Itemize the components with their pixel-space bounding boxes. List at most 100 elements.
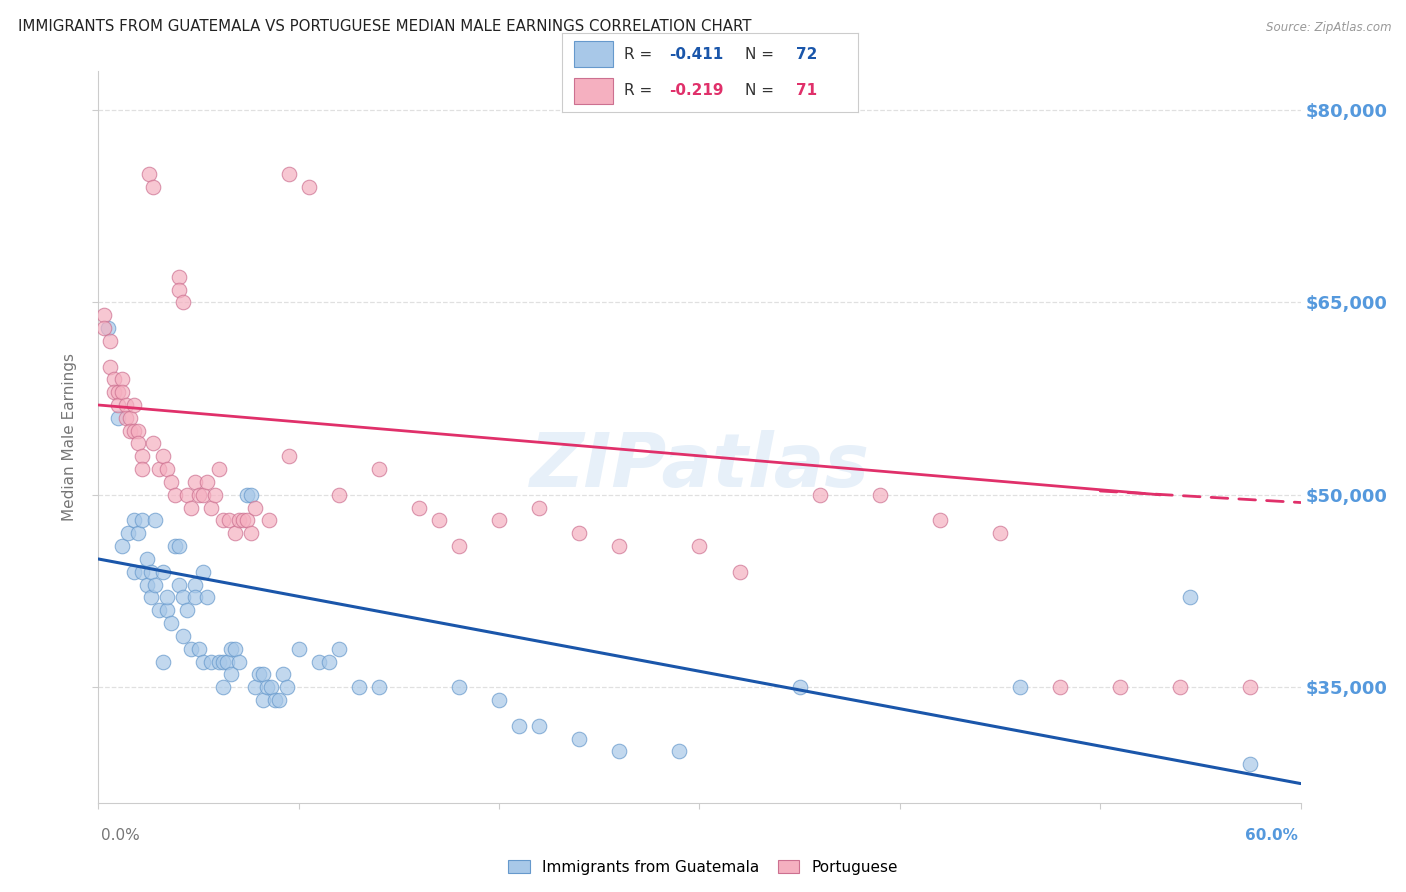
Point bbox=[163, 488, 186, 502]
Point bbox=[271, 667, 294, 681]
Point bbox=[568, 526, 591, 541]
Point bbox=[204, 488, 226, 502]
Point bbox=[152, 450, 174, 464]
Point bbox=[187, 488, 209, 502]
Point bbox=[183, 475, 205, 489]
Point bbox=[107, 398, 129, 412]
Point bbox=[176, 488, 198, 502]
Point bbox=[1109, 681, 1132, 695]
Point bbox=[143, 514, 166, 528]
FancyBboxPatch shape bbox=[574, 78, 613, 103]
Point bbox=[131, 514, 153, 528]
Point bbox=[211, 514, 233, 528]
Point bbox=[124, 514, 146, 528]
Point bbox=[239, 488, 262, 502]
Point bbox=[328, 641, 350, 656]
Point bbox=[131, 462, 153, 476]
Point bbox=[243, 681, 266, 695]
Point bbox=[97, 321, 120, 335]
Point bbox=[163, 539, 186, 553]
Point bbox=[115, 410, 138, 425]
Text: ZIPatlas: ZIPatlas bbox=[530, 430, 869, 503]
Point bbox=[277, 450, 299, 464]
Point bbox=[128, 424, 150, 438]
Point bbox=[447, 681, 470, 695]
Point bbox=[224, 641, 246, 656]
Point bbox=[155, 603, 177, 617]
Text: Source: ZipAtlas.com: Source: ZipAtlas.com bbox=[1267, 21, 1392, 34]
Legend: Immigrants from Guatemala, Portuguese: Immigrants from Guatemala, Portuguese bbox=[502, 854, 904, 880]
Point bbox=[111, 385, 134, 400]
Point bbox=[124, 398, 146, 412]
Point bbox=[180, 641, 202, 656]
Point bbox=[124, 565, 146, 579]
Point bbox=[115, 398, 138, 412]
Point bbox=[152, 565, 174, 579]
Point bbox=[100, 359, 122, 374]
Point bbox=[239, 526, 262, 541]
Point bbox=[276, 681, 298, 695]
Point bbox=[308, 655, 330, 669]
Point bbox=[1010, 681, 1032, 695]
Point bbox=[172, 629, 194, 643]
Point bbox=[141, 179, 163, 194]
Point bbox=[243, 500, 266, 515]
Text: IMMIGRANTS FROM GUATEMALA VS PORTUGUESE MEDIAN MALE EARNINGS CORRELATION CHART: IMMIGRANTS FROM GUATEMALA VS PORTUGUESE … bbox=[18, 20, 752, 34]
Point bbox=[529, 719, 551, 733]
Point bbox=[139, 591, 162, 605]
Point bbox=[228, 655, 250, 669]
Point bbox=[111, 539, 134, 553]
Text: 0.0%: 0.0% bbox=[101, 829, 141, 843]
Point bbox=[267, 693, 290, 707]
Point bbox=[120, 424, 142, 438]
Point bbox=[1180, 591, 1202, 605]
Point bbox=[808, 488, 831, 502]
Text: R =: R = bbox=[624, 46, 658, 62]
Point bbox=[103, 372, 125, 386]
Point bbox=[368, 681, 391, 695]
Point bbox=[447, 539, 470, 553]
Point bbox=[318, 655, 340, 669]
FancyBboxPatch shape bbox=[574, 41, 613, 67]
Point bbox=[228, 514, 250, 528]
Point bbox=[277, 167, 299, 181]
Point bbox=[107, 385, 129, 400]
Point bbox=[1170, 681, 1192, 695]
Point bbox=[488, 514, 510, 528]
Point bbox=[235, 514, 257, 528]
Text: 72: 72 bbox=[796, 46, 817, 62]
Point bbox=[93, 321, 115, 335]
Point bbox=[789, 681, 811, 695]
Point bbox=[257, 514, 280, 528]
Point bbox=[152, 655, 174, 669]
Point bbox=[176, 603, 198, 617]
Text: R =: R = bbox=[624, 83, 658, 98]
Text: -0.219: -0.219 bbox=[669, 83, 723, 98]
Point bbox=[218, 514, 240, 528]
Point bbox=[988, 526, 1011, 541]
Point bbox=[135, 552, 157, 566]
Point bbox=[211, 655, 233, 669]
Point bbox=[347, 681, 370, 695]
Point bbox=[728, 565, 751, 579]
Point bbox=[139, 565, 162, 579]
Point bbox=[247, 667, 270, 681]
Y-axis label: Median Male Earnings: Median Male Earnings bbox=[62, 353, 77, 521]
Point bbox=[141, 436, 163, 450]
Point bbox=[328, 488, 350, 502]
Point bbox=[167, 577, 190, 591]
Point bbox=[215, 655, 238, 669]
Point bbox=[180, 500, 202, 515]
Point bbox=[929, 514, 952, 528]
Text: N =: N = bbox=[745, 46, 779, 62]
Point bbox=[219, 667, 242, 681]
Text: N =: N = bbox=[745, 83, 779, 98]
Point bbox=[219, 641, 242, 656]
Point bbox=[167, 283, 190, 297]
Point bbox=[183, 591, 205, 605]
Point bbox=[368, 462, 391, 476]
Point bbox=[159, 475, 181, 489]
Point bbox=[211, 681, 233, 695]
Point bbox=[1049, 681, 1071, 695]
Point bbox=[232, 514, 254, 528]
